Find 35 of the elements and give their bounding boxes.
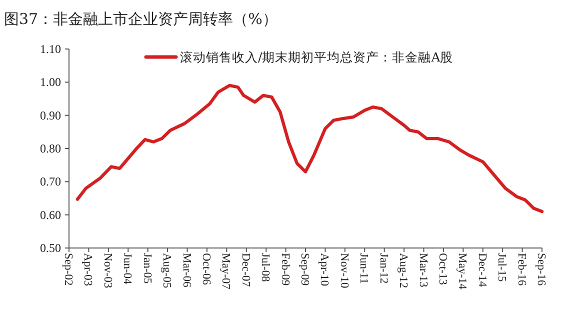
x-tick-label: May-07 <box>220 253 232 290</box>
chart-title: 图37：非金融上市企业资产周转率（%） <box>4 10 278 28</box>
x-tick-label: Aug-05 <box>160 253 173 288</box>
x-tick-label: Jun-04 <box>121 253 134 285</box>
y-tick-label: 0.90 <box>40 108 61 122</box>
y-tick-label: 0.60 <box>40 208 61 222</box>
x-tick-label: May-14 <box>456 253 468 290</box>
x-tick-label: Sep-02 <box>62 253 74 286</box>
y-tick-label: 1.10 <box>40 42 61 56</box>
x-tick-label: Jan-05 <box>140 253 153 284</box>
x-tick-label: Jan-12 <box>377 253 390 284</box>
line-series <box>76 84 544 214</box>
y-tick-label: 0.80 <box>40 142 61 156</box>
x-tick-label: Nov-10 <box>338 253 350 288</box>
x-tick-label: Mar-13 <box>416 253 429 288</box>
x-tick-label: Apr-10 <box>318 253 330 286</box>
legend-label: 滚动销售收入/期末期初平均总资产：非金融A股 <box>180 50 454 64</box>
x-tick-label: Mar-06 <box>180 253 192 288</box>
y-tick-label: 1.00 <box>40 75 61 90</box>
x-tick-label: Oct-13 <box>436 253 448 286</box>
y-tick-label: 0.70 <box>40 174 61 189</box>
x-tick-label: Dec-14 <box>476 253 488 288</box>
x-tick-label: Feb-16 <box>515 253 528 286</box>
x-tick-label: Oct-06 <box>200 253 212 286</box>
x-tick-label: Aug-12 <box>397 253 410 288</box>
x-tick-label: Feb-09 <box>278 253 291 286</box>
x-tick-label: Jul-08 <box>259 253 272 282</box>
x-tick-label: Dec-07 <box>239 253 252 288</box>
x-tick-label: Sep-16 <box>535 253 547 286</box>
x-tick-label: Jun-11 <box>358 253 370 284</box>
x-tick-label: Sep-09 <box>298 253 310 286</box>
y-tick-label: 0.50 <box>40 241 61 255</box>
x-tick-label: Apr-03 <box>82 253 94 286</box>
x-tick-label: Jul-15 <box>496 253 508 282</box>
x-tick-label: Nov-03 <box>101 253 114 288</box>
